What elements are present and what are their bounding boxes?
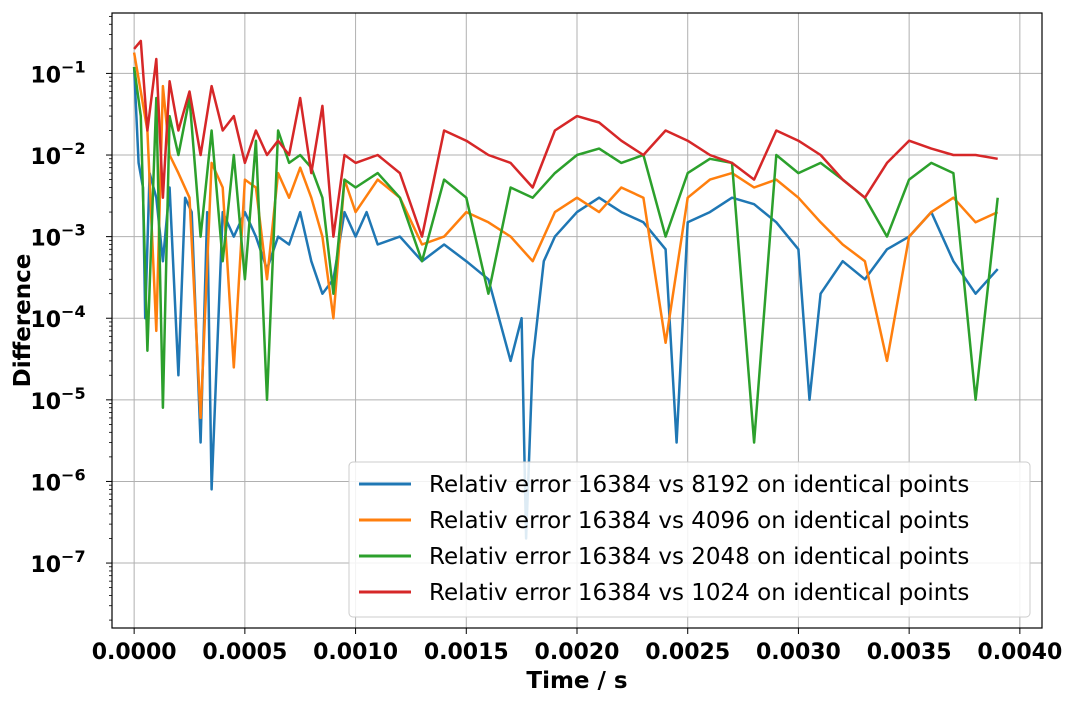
y-tick-label: 10−4: [30, 302, 85, 333]
legend-entry-4: Relativ error 16384 vs 1024 on identical…: [429, 580, 969, 606]
x-tick-label: 0.0035: [867, 640, 952, 665]
x-tick-label: 0.0010: [313, 640, 398, 665]
legend-entry-2: Relativ error 16384 vs 4096 on identical…: [429, 508, 969, 534]
x-axis-label: Time / s: [526, 668, 627, 694]
y-tick-label: 10−5: [30, 384, 85, 415]
y-tick-label: 10−1: [30, 57, 85, 88]
y-axis-ticks: 10−7 10−6 10−5 10−4 10−3 10−2 10−1: [30, 15, 112, 621]
y-tick-label: 10−7: [30, 547, 85, 578]
x-tick-label: 0.0020: [535, 640, 620, 665]
x-tick-label: 0.0000: [92, 640, 177, 665]
x-tick-label: 0.0025: [645, 640, 730, 665]
legend-entry-3: Relativ error 16384 vs 2048 on identical…: [429, 544, 969, 570]
x-tick-label: 0.0030: [756, 640, 841, 665]
legend-entry-1: Relativ error 16384 vs 8192 on identical…: [429, 472, 969, 498]
y-tick-label: 10−6: [30, 465, 85, 496]
series-line-2: [132, 52, 999, 420]
series-line-4: [133, 39, 998, 238]
legend-box: [348, 461, 1031, 618]
y-tick-label: 10−2: [30, 139, 85, 170]
legend: Relativ error 16384 vs 8192 on identical…: [348, 461, 1031, 618]
y-tick-label: 10−3: [30, 221, 85, 252]
x-axis-ticks: 0.0000 0.0005 0.0010 0.0015 0.0020 0.0025 0.00…: [92, 628, 1062, 665]
x-tick-label: 0.0005: [202, 640, 287, 665]
series-line-3: [132, 66, 999, 444]
x-tick-label: 0.0040: [977, 640, 1062, 665]
series-lines: [132, 39, 999, 540]
y-axis-label: Difference: [10, 254, 36, 388]
x-tick-label: 0.0015: [424, 640, 509, 665]
